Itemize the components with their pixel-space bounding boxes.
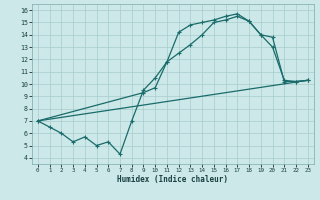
X-axis label: Humidex (Indice chaleur): Humidex (Indice chaleur) bbox=[117, 175, 228, 184]
